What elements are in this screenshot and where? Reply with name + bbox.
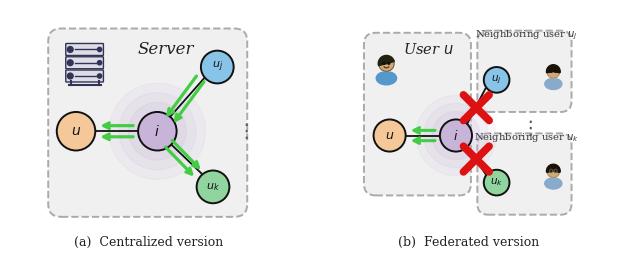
Text: Server: Server bbox=[138, 41, 194, 58]
Text: $u$: $u$ bbox=[385, 129, 394, 142]
Circle shape bbox=[484, 170, 509, 195]
FancyBboxPatch shape bbox=[66, 57, 104, 69]
Circle shape bbox=[424, 103, 488, 168]
Text: Neighboring user $u_k$: Neighboring user $u_k$ bbox=[474, 131, 579, 144]
FancyBboxPatch shape bbox=[550, 172, 556, 178]
Text: User $u$: User $u$ bbox=[403, 42, 454, 57]
Circle shape bbox=[547, 65, 559, 78]
Circle shape bbox=[374, 120, 406, 152]
Circle shape bbox=[440, 120, 472, 152]
Wedge shape bbox=[547, 164, 560, 172]
Text: (a)  Centralized version: (a) Centralized version bbox=[74, 236, 223, 249]
FancyBboxPatch shape bbox=[48, 28, 247, 217]
FancyBboxPatch shape bbox=[383, 65, 390, 72]
Text: $u$: $u$ bbox=[71, 124, 81, 138]
Circle shape bbox=[550, 170, 552, 172]
Text: $u_{j}$: $u_{j}$ bbox=[212, 60, 223, 74]
Circle shape bbox=[97, 74, 102, 78]
Circle shape bbox=[57, 112, 95, 151]
Circle shape bbox=[138, 112, 177, 151]
Circle shape bbox=[388, 62, 390, 64]
Circle shape bbox=[555, 170, 556, 172]
Circle shape bbox=[109, 83, 205, 179]
Wedge shape bbox=[378, 61, 387, 66]
Circle shape bbox=[547, 165, 559, 177]
Text: Neighboring user $u_j$: Neighboring user $u_j$ bbox=[475, 28, 578, 41]
Circle shape bbox=[67, 46, 73, 52]
Text: ⋮: ⋮ bbox=[520, 118, 540, 138]
Circle shape bbox=[67, 73, 73, 79]
Circle shape bbox=[555, 71, 556, 72]
Circle shape bbox=[550, 71, 552, 72]
Ellipse shape bbox=[545, 178, 562, 189]
Circle shape bbox=[416, 95, 496, 176]
FancyBboxPatch shape bbox=[66, 44, 104, 56]
Circle shape bbox=[201, 51, 234, 84]
Circle shape bbox=[379, 56, 394, 71]
Text: $u_{j}$: $u_{j}$ bbox=[492, 74, 502, 86]
Circle shape bbox=[97, 61, 102, 65]
FancyBboxPatch shape bbox=[477, 133, 572, 215]
Circle shape bbox=[383, 62, 385, 64]
Circle shape bbox=[67, 60, 73, 66]
FancyBboxPatch shape bbox=[364, 33, 471, 195]
FancyBboxPatch shape bbox=[477, 31, 572, 112]
Circle shape bbox=[196, 170, 229, 203]
Text: $u_{k}$: $u_{k}$ bbox=[490, 177, 503, 188]
Text: $u_{k}$: $u_{k}$ bbox=[206, 181, 220, 193]
Ellipse shape bbox=[545, 78, 562, 90]
FancyBboxPatch shape bbox=[550, 73, 556, 79]
Text: (b)  Federated version: (b) Federated version bbox=[398, 236, 540, 249]
Circle shape bbox=[119, 93, 196, 170]
FancyBboxPatch shape bbox=[66, 70, 104, 82]
Circle shape bbox=[97, 47, 102, 52]
Text: $i$: $i$ bbox=[453, 128, 459, 143]
Circle shape bbox=[484, 67, 509, 93]
Wedge shape bbox=[547, 65, 560, 73]
Text: $i$: $i$ bbox=[154, 124, 160, 139]
Circle shape bbox=[129, 102, 186, 160]
Wedge shape bbox=[378, 55, 394, 64]
Text: ⋮: ⋮ bbox=[236, 122, 256, 141]
Circle shape bbox=[432, 111, 480, 159]
Ellipse shape bbox=[376, 72, 397, 85]
